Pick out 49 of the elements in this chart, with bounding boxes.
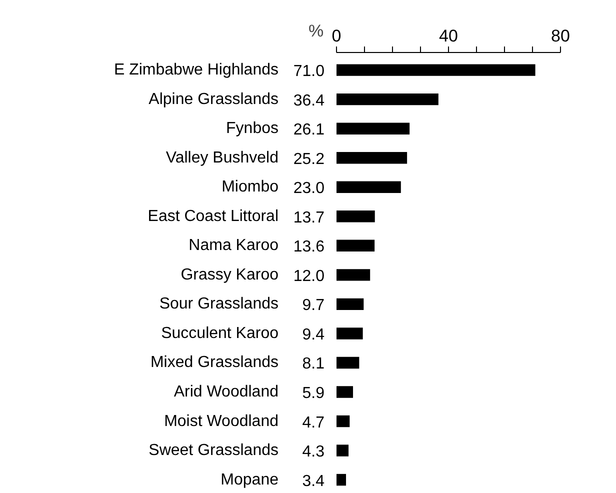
y-tick-label: East Coast Littoral [148, 208, 279, 225]
data-label: 13.6 [293, 238, 325, 256]
bar [336, 444, 349, 456]
y-tick-label: Mopane [220, 471, 279, 488]
bar [336, 386, 354, 398]
bar [336, 356, 360, 369]
data-label: 9.7 [302, 297, 325, 314]
data-label: 71.0 [293, 63, 325, 80]
y-tick-label: Sour Grasslands [159, 296, 279, 313]
y-tick-label: Moist Woodland [164, 412, 279, 430]
data-label: 4.3 [302, 444, 325, 461]
bar [336, 474, 346, 486]
y-tick-label: Valley Bushveld [166, 149, 278, 166]
data-label: 9.4 [302, 326, 325, 344]
x-tick-label: 80 [551, 26, 570, 46]
data-label: 36.4 [293, 92, 325, 110]
x-axis-title: % [308, 22, 324, 40]
data-label: 5.9 [302, 384, 325, 402]
bar [336, 269, 370, 281]
y-tick-label: Alpine Grasslands [148, 90, 278, 108]
bar [336, 152, 408, 164]
x-tick-label: 40 [439, 26, 458, 46]
bar [336, 240, 375, 252]
y-tick-label: Mixed Grasslands [150, 354, 278, 372]
y-tick-label: Sweet Grasslands [148, 442, 279, 460]
data-label: 8.1 [302, 356, 325, 373]
x-tick-label: 0 [332, 26, 342, 46]
data-label: 4.7 [302, 414, 325, 432]
y-tick-label: Succulent Karoo [161, 324, 279, 342]
y-tick-label: Nama Karoo [188, 237, 279, 254]
y-tick-label: Arid Woodland [174, 383, 278, 400]
data-label: 26.1 [293, 122, 325, 139]
data-label: 25.2 [293, 150, 325, 168]
bar [336, 64, 536, 76]
bar [336, 328, 363, 340]
bar [336, 122, 410, 134]
bar [336, 93, 438, 106]
bar [336, 210, 375, 222]
y-tick-label: Grassy Karoo [180, 266, 279, 284]
y-tick-label: Fynbos [226, 120, 278, 138]
data-label: 3.4 [302, 472, 325, 490]
bar [336, 415, 350, 428]
y-tick-label: E Zimbabwe Highlands [114, 62, 279, 79]
data-label: 13.7 [293, 209, 325, 226]
data-label: 23.0 [293, 180, 325, 198]
y-tick-label: Miombo [222, 178, 279, 196]
bar [336, 181, 401, 193]
bar [336, 298, 364, 310]
data-label: 12.0 [293, 268, 325, 285]
